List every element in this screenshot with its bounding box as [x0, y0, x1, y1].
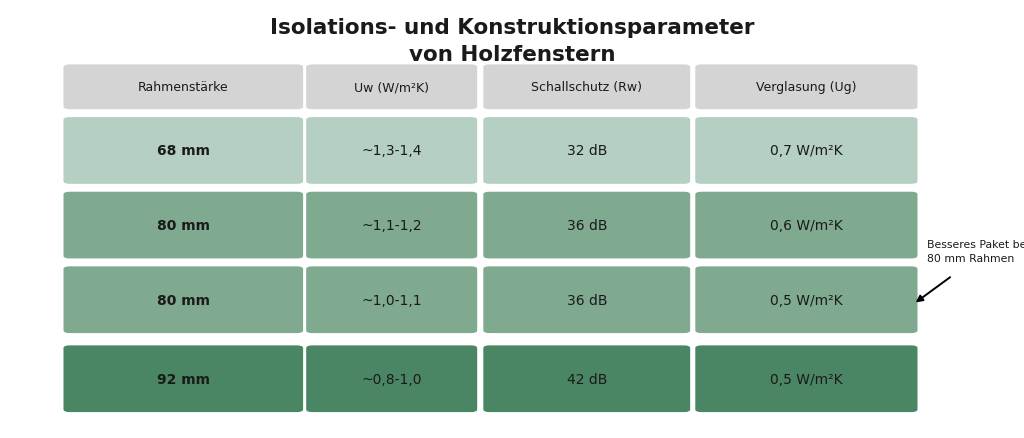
Text: Schallschutz (Rw): Schallschutz (Rw): [531, 81, 642, 94]
FancyBboxPatch shape: [63, 65, 303, 110]
Text: 36 dB: 36 dB: [566, 219, 607, 233]
Text: 92 mm: 92 mm: [157, 372, 210, 386]
FancyBboxPatch shape: [306, 192, 477, 259]
Text: Besseres Paket bei
80 mm Rahmen: Besseres Paket bei 80 mm Rahmen: [927, 240, 1024, 264]
FancyBboxPatch shape: [483, 65, 690, 110]
Text: 32 dB: 32 dB: [566, 144, 607, 158]
Text: 68 mm: 68 mm: [157, 144, 210, 158]
FancyBboxPatch shape: [306, 65, 477, 110]
FancyBboxPatch shape: [306, 346, 477, 412]
FancyBboxPatch shape: [483, 267, 690, 333]
FancyBboxPatch shape: [695, 192, 918, 259]
FancyBboxPatch shape: [306, 267, 477, 333]
Text: 80 mm: 80 mm: [157, 219, 210, 233]
FancyBboxPatch shape: [695, 65, 918, 110]
Text: 0,5 W/m²K: 0,5 W/m²K: [770, 372, 843, 386]
Text: ~1,1-1,2: ~1,1-1,2: [361, 219, 422, 233]
Text: 0,6 W/m²K: 0,6 W/m²K: [770, 219, 843, 233]
FancyBboxPatch shape: [695, 346, 918, 412]
Text: ~1,3-1,4: ~1,3-1,4: [361, 144, 422, 158]
Text: ~0,8-1,0: ~0,8-1,0: [361, 372, 422, 386]
Text: Isolations- und Konstruktionsparameter
von Holzfenstern: Isolations- und Konstruktionsparameter v…: [269, 18, 755, 65]
FancyBboxPatch shape: [63, 192, 303, 259]
FancyBboxPatch shape: [695, 267, 918, 333]
Text: Rahmenstärke: Rahmenstärke: [138, 81, 228, 94]
FancyBboxPatch shape: [483, 118, 690, 184]
FancyBboxPatch shape: [63, 346, 303, 412]
Text: 80 mm: 80 mm: [157, 293, 210, 307]
Text: Uw (W/m²K): Uw (W/m²K): [354, 81, 429, 94]
Text: ~1,0-1,1: ~1,0-1,1: [361, 293, 422, 307]
Text: 0,7 W/m²K: 0,7 W/m²K: [770, 144, 843, 158]
Text: 42 dB: 42 dB: [566, 372, 607, 386]
Text: 36 dB: 36 dB: [566, 293, 607, 307]
FancyBboxPatch shape: [695, 118, 918, 184]
Text: Verglasung (Ug): Verglasung (Ug): [756, 81, 857, 94]
FancyBboxPatch shape: [483, 192, 690, 259]
Text: 0,5 W/m²K: 0,5 W/m²K: [770, 293, 843, 307]
FancyBboxPatch shape: [63, 267, 303, 333]
FancyBboxPatch shape: [483, 346, 690, 412]
FancyBboxPatch shape: [306, 118, 477, 184]
FancyBboxPatch shape: [63, 118, 303, 184]
